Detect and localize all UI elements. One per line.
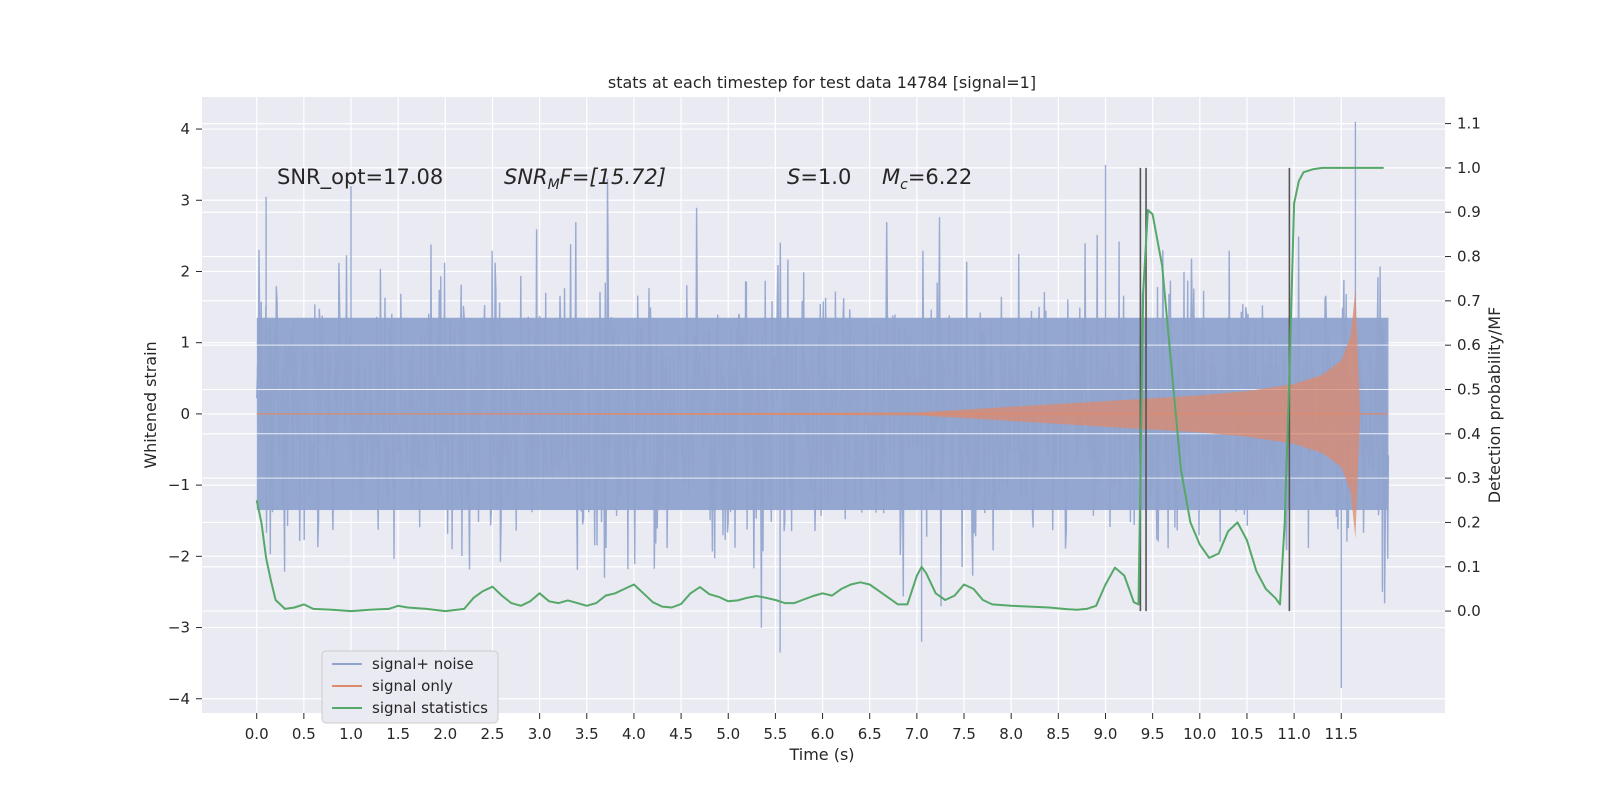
annotation-snr-opt: SNR_opt=17.08 — [277, 165, 443, 190]
y-tick-label-right: 0.9 — [1457, 203, 1481, 221]
legend-label-signal-noise: signal+ noise — [372, 655, 474, 673]
y-tick-label-left: 3 — [180, 191, 190, 209]
series-signal-only — [256, 289, 1389, 539]
y-tick-label-right: 0.4 — [1457, 425, 1481, 443]
y-tick-label-left: 1 — [180, 334, 190, 352]
x-tick-label: 4.0 — [622, 725, 646, 743]
y-tick-label-right: 0.7 — [1457, 292, 1481, 310]
y-tick-label-left: −2 — [168, 547, 190, 565]
statistics-line — [255, 166, 1384, 613]
y-tick-label-right: 0.2 — [1457, 513, 1481, 531]
x-tick-label: 1.0 — [339, 725, 363, 743]
x-tick-label: 11.5 — [1325, 725, 1358, 743]
chart-title: stats at each timestep for test data 147… — [608, 73, 1036, 92]
x-tick-label: 4.5 — [669, 725, 693, 743]
y-tick-label-left: −3 — [168, 619, 190, 637]
x-tick-label: 8.0 — [999, 725, 1023, 743]
x-tick-label: 5.0 — [716, 725, 740, 743]
y-tick-label-right: 0.3 — [1457, 469, 1481, 487]
annotation-snr-mf-rest: F=[15.72] — [560, 165, 666, 189]
y-tick-label-left: 0 — [180, 405, 190, 423]
y-tick-label-left: −1 — [168, 476, 190, 494]
annotation-mc: Mc=6.22 — [882, 165, 972, 193]
y-axis-label-left: Whitened strain — [141, 341, 160, 468]
y-tick-label-left: 4 — [180, 120, 190, 138]
annotation-mc-main: M — [882, 165, 900, 189]
y-tick-label-right: 0.6 — [1457, 336, 1481, 354]
annotation-snr-mf-sub: M — [548, 177, 560, 193]
legend-label-signal-only: signal only — [372, 677, 453, 695]
x-tick-label: 6.5 — [858, 725, 882, 743]
y-tick-label-right: 1.0 — [1457, 159, 1481, 177]
x-tick-label: 5.5 — [763, 725, 787, 743]
x-tick-label: 0.5 — [292, 725, 316, 743]
annotation-snr-mf-main: SNR — [504, 165, 548, 189]
x-tick-label: 8.5 — [1046, 725, 1070, 743]
x-tick-label: 7.0 — [905, 725, 929, 743]
x-tick-label: 11.0 — [1277, 725, 1310, 743]
y-tick-label-right: 0.0 — [1457, 602, 1481, 620]
annotation-s-main: S — [787, 165, 800, 189]
legend: signal+ noise signal only signal statist… — [321, 650, 499, 724]
x-tick-label: 10.0 — [1183, 725, 1216, 743]
x-tick-label: 10.5 — [1230, 725, 1263, 743]
x-tick-label: 0.0 — [245, 725, 269, 743]
annotation-mc-rest: =6.22 — [908, 165, 972, 189]
x-tick-label: 2.0 — [433, 725, 457, 743]
x-tick-label: 9.0 — [1094, 725, 1118, 743]
annotation-s-rest: =1.0 — [800, 165, 851, 189]
x-tick-label: 3.0 — [528, 725, 552, 743]
x-tick-label: 3.5 — [575, 725, 599, 743]
y-tick-label-right: 0.1 — [1457, 558, 1481, 576]
axis-ticks: 0.0 0.5 1.0 1.5 2.0 2.5 3.0 3.5 4.0 4.5 5.0 5.5 6.0 6… — [168, 115, 1481, 743]
y-axis-label-right: Detection probability/MF — [1485, 307, 1504, 504]
annotation-snr-mf: SNRMF=[15.72] — [504, 165, 666, 193]
annotation-mc-sub: c — [900, 177, 908, 193]
x-tick-label: 2.5 — [481, 725, 505, 743]
y-tick-label-left: −4 — [168, 690, 190, 708]
x-tick-label: 1.5 — [386, 725, 410, 743]
y-tick-label-right: 0.5 — [1457, 380, 1481, 398]
x-tick-label: 9.5 — [1141, 725, 1165, 743]
x-tick-label: 7.5 — [952, 725, 976, 743]
legend-label-signal-statistics: signal statistics — [372, 699, 488, 717]
annotation-s: S=1.0 — [787, 165, 851, 189]
y-tick-label-right: 1.1 — [1457, 115, 1481, 133]
series-signal-statistics — [255, 166, 1384, 613]
legend-box — [321, 650, 499, 724]
y-tick-label-left: 2 — [180, 262, 190, 280]
y-tick-label-right: 0.8 — [1457, 248, 1481, 266]
x-tick-label: 6.0 — [811, 725, 835, 743]
x-axis-label: Time (s) — [788, 745, 854, 764]
